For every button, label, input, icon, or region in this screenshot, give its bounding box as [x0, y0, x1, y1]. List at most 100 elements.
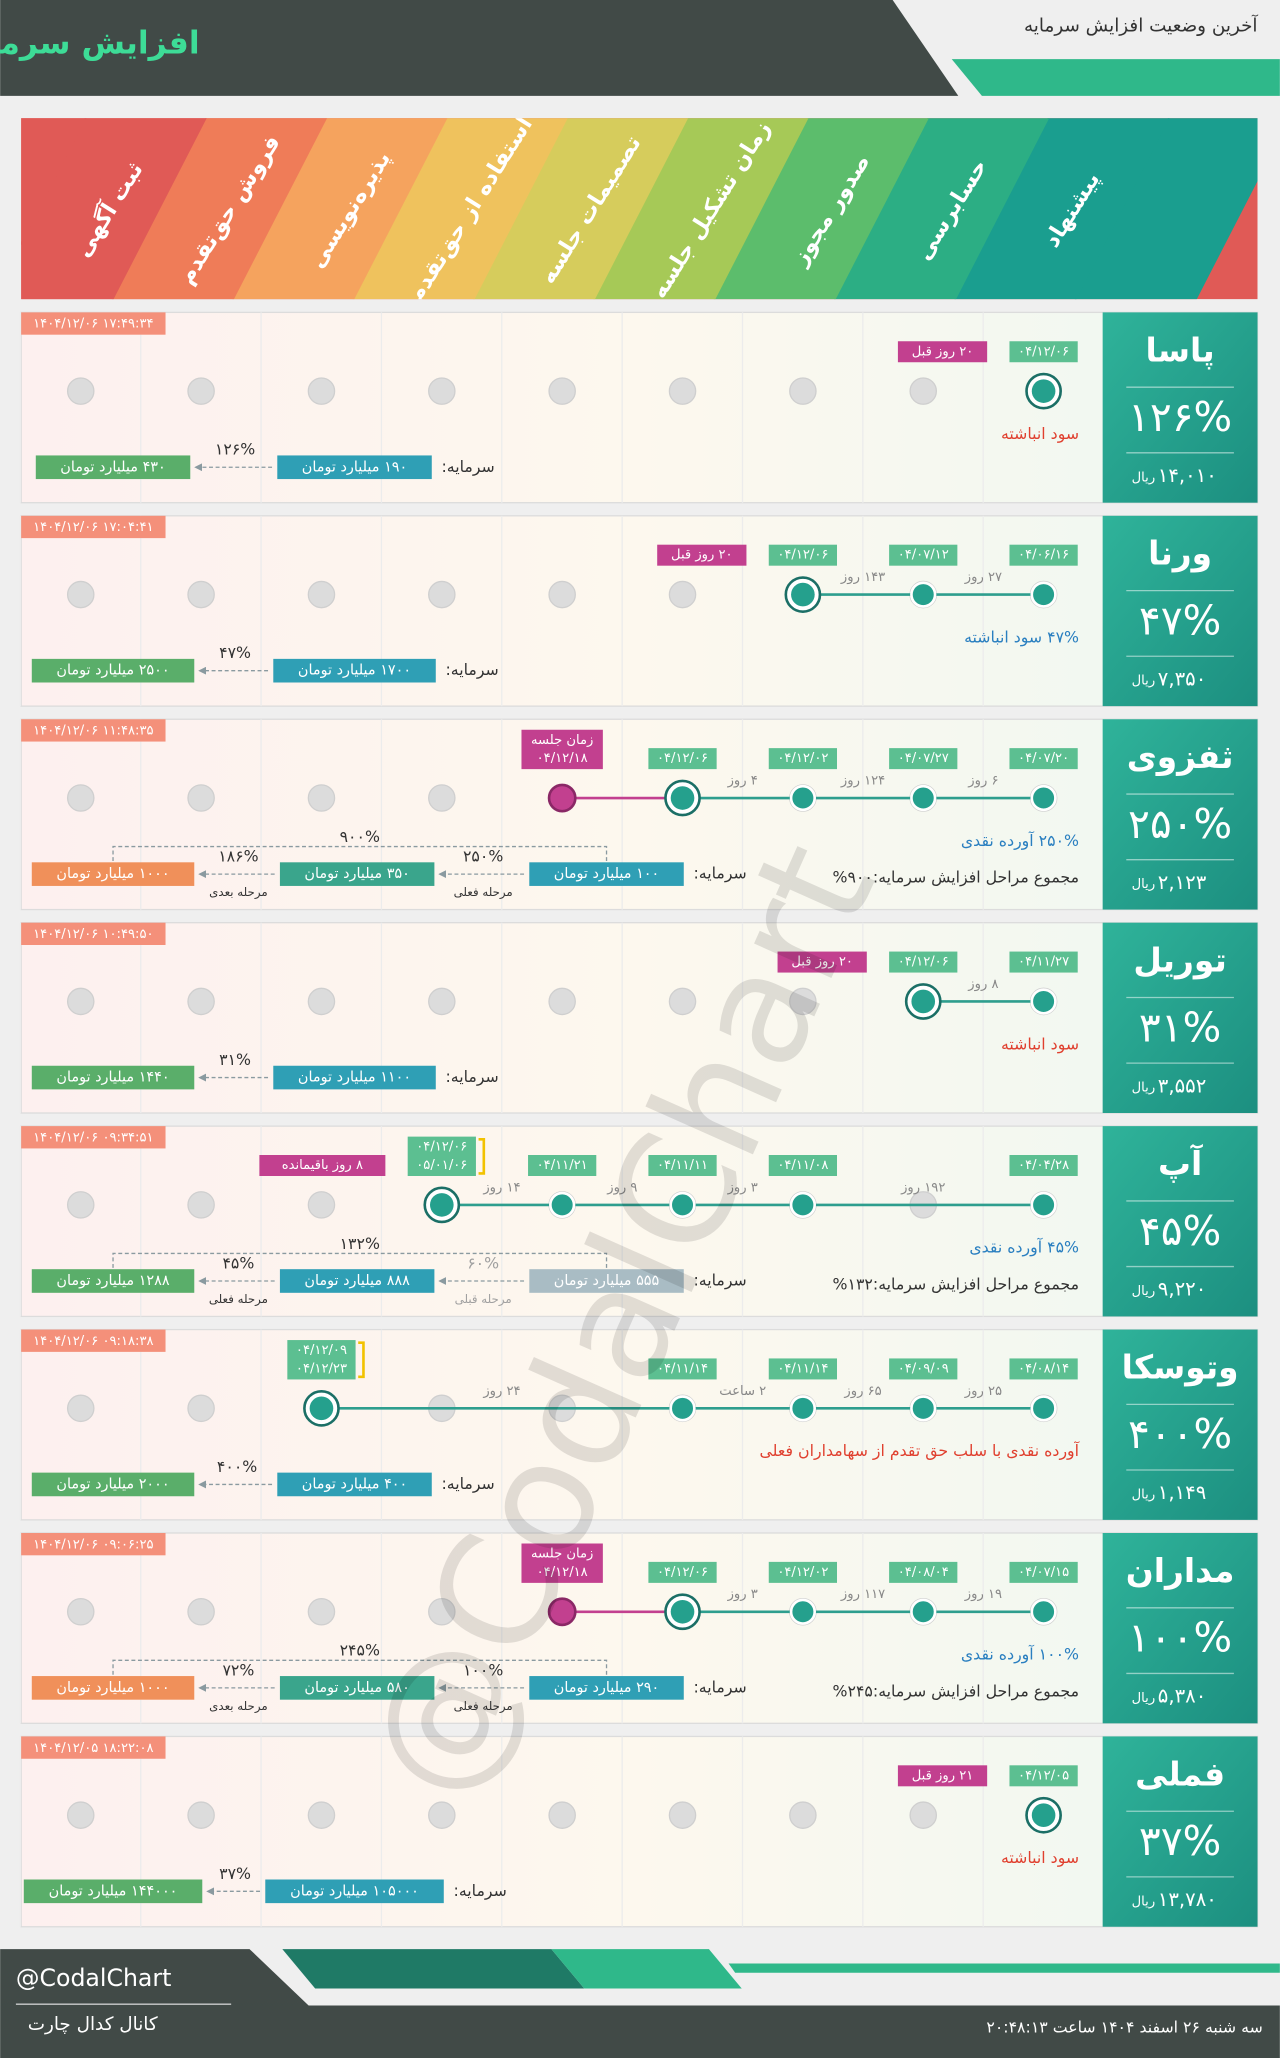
note: آورده نقدی با سلب حق تقدم از سهامداران ف…	[760, 1441, 1080, 1461]
stage-dot	[307, 1191, 336, 1219]
date-box	[889, 1561, 958, 1583]
timestamp: ۱۴۰۴/۱۲/۰۵ ۱۸:۲۲:۰۸	[33, 1741, 153, 1756]
stage-dot	[307, 1597, 336, 1626]
stage-stripe	[472, 118, 689, 300]
change-pct: ۷۲%	[222, 1660, 254, 1679]
stage-dot	[548, 580, 576, 609]
capital-box	[31, 862, 195, 886]
price-unit: ریال	[1132, 1081, 1156, 1096]
stage-dot	[428, 1597, 456, 1626]
span-pct: ۹۰۰%	[340, 827, 380, 846]
header-stripe	[951, 59, 1280, 96]
date-box	[648, 748, 717, 770]
capital-box	[23, 1879, 203, 1904]
stage-dot	[548, 987, 576, 1016]
company-percent: ۴۵%	[1139, 1207, 1221, 1255]
company-price: ۱,۱۴۹	[1158, 1481, 1207, 1504]
company-name: فملی	[1135, 1755, 1225, 1793]
stage-date: ۰۴/۰۷/۲۷	[898, 751, 949, 766]
stage-dot	[548, 377, 576, 405]
company-price: ۱۴,۰۱۰	[1158, 464, 1217, 487]
meeting-date: ۰۴/۱۲/۱۸	[537, 751, 588, 766]
company-price: ۱۳,۷۸۰	[1158, 1888, 1217, 1911]
stage-dot	[187, 377, 215, 405]
done-dot	[669, 1395, 696, 1422]
company-price: ۲,۱۲۳	[1158, 871, 1207, 894]
price-unit: ریال	[1132, 1284, 1156, 1299]
stage-date: ۰۴/۱۲/۰۹	[296, 1343, 347, 1358]
date-box	[889, 748, 958, 770]
change-pct: ۳۷%	[219, 1864, 251, 1883]
capital-label: سرمایه:	[694, 1677, 747, 1697]
stage-dot	[909, 1801, 938, 1829]
date-box	[768, 544, 838, 566]
stage-stripe	[1074, 118, 1258, 300]
capital-box	[31, 1676, 195, 1700]
duration: ۹ روز	[606, 1180, 637, 1195]
card-bg	[20, 515, 1259, 707]
capital-box	[529, 1269, 684, 1293]
capital-box	[529, 862, 684, 886]
done-dot	[789, 1395, 817, 1422]
company-percent: ۳۱%	[1139, 1003, 1221, 1051]
capital-box	[35, 455, 191, 480]
stage-date: ۰۵/۰۱/۰۶	[416, 1158, 467, 1173]
capital-amount: ۱۴۴۰۰۰ میلیارد تومان	[49, 1883, 178, 1899]
capital-label: سرمایه:	[446, 660, 499, 680]
done-dot	[789, 784, 817, 812]
note: ۲۵۰% آورده نقدی	[961, 831, 1079, 851]
capital-box	[277, 1472, 432, 1497]
date-box	[1009, 1358, 1078, 1380]
done-dot	[1030, 1395, 1057, 1422]
timestamp-bg	[21, 1126, 166, 1149]
stage-stripe	[21, 118, 87, 245]
capital-amount: ۲۰۰۰ میلیارد تومان	[56, 1476, 169, 1492]
stage-stripe	[111, 118, 328, 300]
page-subtitle: آخرین وضعیت افزایش سرمایه	[1024, 13, 1258, 36]
total: مجموع مراحل افزایش سرمایه:۲۴۵%	[833, 1681, 1079, 1701]
footer-channel: کانال کدال چارت	[28, 2014, 158, 2035]
stage-dot	[668, 580, 697, 609]
date-box	[1009, 1155, 1078, 1176]
company-percent: ۱۰۰%	[1128, 1614, 1232, 1662]
total: مجموع مراحل افزایش سرمایه:۱۳۲%	[833, 1274, 1079, 1294]
capital-box	[273, 1065, 436, 1090]
capital-amount: ۱۲۸۸ میلیارد تومان	[56, 1273, 170, 1289]
capital-box	[279, 1676, 435, 1700]
capital-amount: ۱۴۴۰ میلیارد تومان	[56, 1070, 169, 1086]
change-pct: ۱۸۶%	[218, 847, 258, 866]
stage-date: ۰۴/۱۲/۰۶	[1018, 344, 1069, 359]
note: ۴۵% آورده نقدی	[969, 1238, 1079, 1258]
date-box	[528, 1155, 597, 1176]
date-box	[768, 1155, 838, 1176]
stage-dot	[428, 987, 456, 1016]
price-unit: ریال	[1132, 1487, 1156, 1502]
stage-dot	[187, 1394, 215, 1423]
duration: ۳ روز	[727, 1587, 758, 1602]
timestamp: ۱۴۰۴/۱۲/۰۶ ۱۷:۴۹:۳۴	[33, 317, 153, 332]
timestamp-bg	[21, 922, 166, 945]
current-dot	[309, 1396, 334, 1421]
company-panel	[1102, 1736, 1258, 1927]
done-dot	[1030, 988, 1057, 1015]
company-percent: ۲۵۰%	[1128, 800, 1232, 848]
duration: ۱۱۷ روز	[840, 1587, 885, 1602]
duration: ۲۵ روز	[964, 1384, 1002, 1399]
stage-dot	[668, 987, 697, 1016]
stage-dot	[909, 377, 938, 405]
timestamp-bg	[21, 1736, 166, 1759]
change-stage: مرحله بعدی	[209, 885, 268, 900]
stage-date: ۰۴/۰۷/۱۲	[898, 548, 949, 563]
footer-bar	[0, 1949, 1280, 2058]
page-title: افزایش سرمایه	[0, 26, 200, 62]
price-unit: ریال	[1132, 877, 1156, 892]
date-box	[648, 1155, 717, 1176]
capital-box	[31, 1065, 195, 1090]
company-percent: ۳۷%	[1139, 1817, 1221, 1865]
stage-dot	[187, 784, 215, 812]
timestamp: ۱۴۰۴/۱۲/۰۶ ۱۷:۰۴:۴۱	[33, 520, 153, 535]
change-pct: ۱۰۰%	[463, 1660, 503, 1679]
stage-dot	[789, 987, 817, 1016]
